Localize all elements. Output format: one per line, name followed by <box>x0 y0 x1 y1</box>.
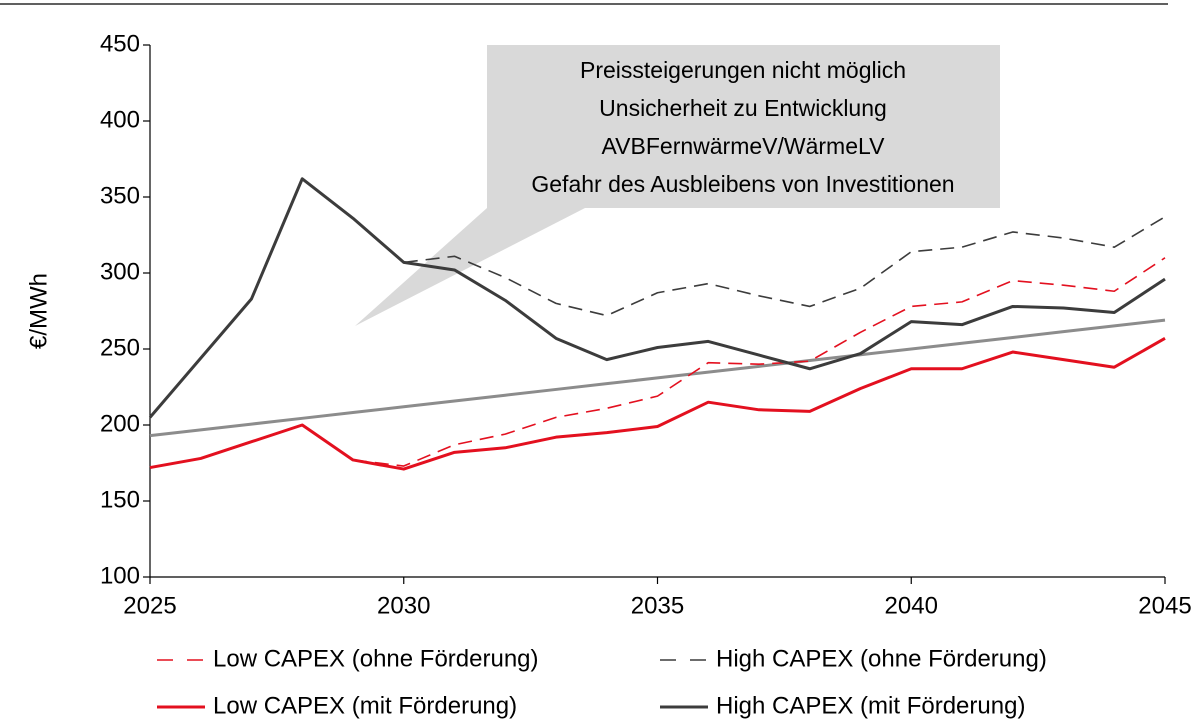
y-tick-label: 400 <box>100 106 140 133</box>
line-series <box>149 337 1166 471</box>
y-tick-label: 250 <box>100 334 140 361</box>
y-tick-label: 350 <box>100 182 140 209</box>
y-tick-label: 300 <box>100 258 140 285</box>
annotation-line: Unsicherheit zu Entwicklung <box>599 95 887 121</box>
legend-label: Low CAPEX (ohne Förderung) <box>213 645 539 672</box>
legend-item: Low CAPEX (ohne Förderung) <box>157 645 539 672</box>
annotation-line: AVBFernwärmeV/WärmeLV <box>602 133 886 159</box>
legend-item: Low CAPEX (mit Förderung) <box>157 692 517 719</box>
y-tick-label: 450 <box>100 30 140 57</box>
x-tick-label: 2030 <box>377 592 430 619</box>
x-tick-label: 2040 <box>885 592 938 619</box>
line-series <box>148 177 1166 419</box>
x-tick-label: 2035 <box>631 592 684 619</box>
y-tick-label: 100 <box>100 562 140 589</box>
y-tick-label: 200 <box>100 410 140 437</box>
line-series <box>149 257 1166 469</box>
line-series <box>149 177 1166 418</box>
x-tick-label: 2025 <box>123 592 176 619</box>
legend-item: High CAPEX (ohne Förderung) <box>660 645 1047 672</box>
callout-box <box>355 45 1000 326</box>
y-tick-label: 150 <box>100 486 140 513</box>
annotation-line: Gefahr des Ausbleibens von Investitionen <box>531 171 954 197</box>
x-tick-label: 2045 <box>1138 592 1191 619</box>
annotation-line: Preissteigerungen nicht möglich <box>580 57 906 83</box>
legend-label: High CAPEX (ohne Förderung) <box>716 645 1047 672</box>
legend-item: High CAPEX (mit Förderung) <box>660 692 1025 719</box>
callout <box>355 45 1000 326</box>
legend-label: High CAPEX (mit Förderung) <box>716 692 1025 719</box>
trend-line <box>149 318 1166 438</box>
legend-label: Low CAPEX (mit Förderung) <box>213 692 517 719</box>
y-axis-label: €/MWh <box>25 273 52 349</box>
